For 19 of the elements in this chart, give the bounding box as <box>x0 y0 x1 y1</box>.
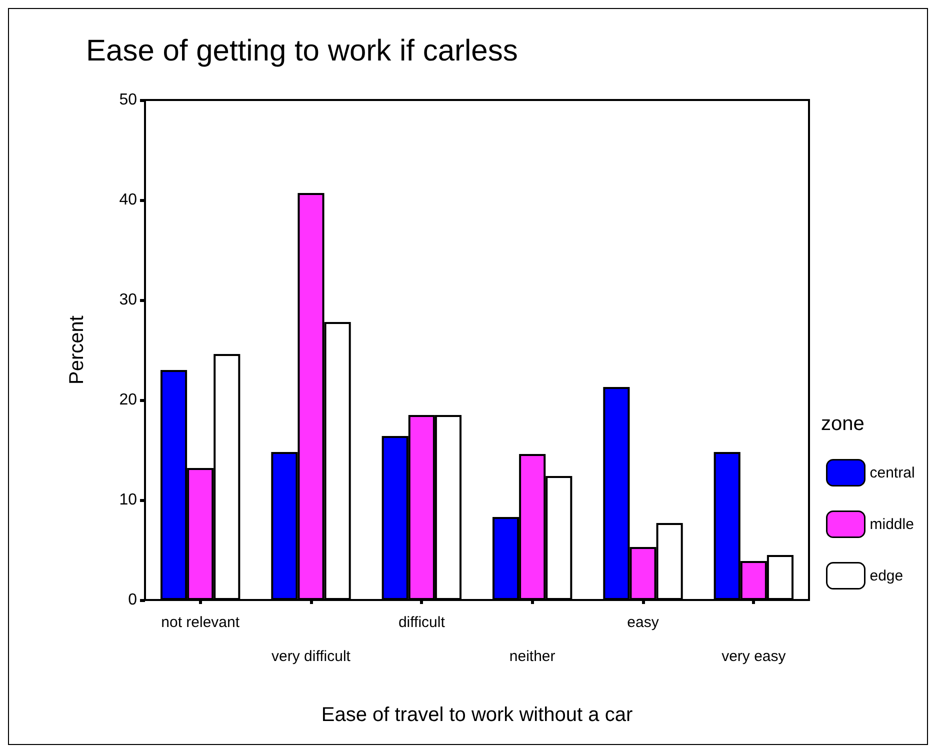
x-tick-label: easy <box>627 614 660 631</box>
x-axis-title: Ease of travel to work without a car <box>321 704 633 726</box>
legend-label: middle <box>870 516 914 533</box>
x-tick-label: very easy <box>722 648 786 665</box>
y-tick-label: 30 <box>119 292 138 308</box>
y-tick-label: 20 <box>119 392 138 408</box>
x-tick-label: neither <box>509 648 556 665</box>
x-tick-label: very difficult <box>272 648 352 665</box>
y-tick-label: 40 <box>119 192 138 208</box>
legend-title: zone <box>821 413 864 435</box>
legend-label: edge <box>870 567 904 584</box>
chart-title: Ease of getting to work if carless <box>86 34 518 68</box>
y-axis-title: Percent <box>66 315 88 384</box>
legend-label: central <box>870 464 915 482</box>
x-tick-label: difficult <box>398 614 446 631</box>
y-tick-label: 50 <box>119 92 138 108</box>
y-tick-label: 0 <box>128 592 138 608</box>
x-tick-label: not relevant <box>161 614 240 631</box>
y-tick-label: 10 <box>119 492 138 508</box>
